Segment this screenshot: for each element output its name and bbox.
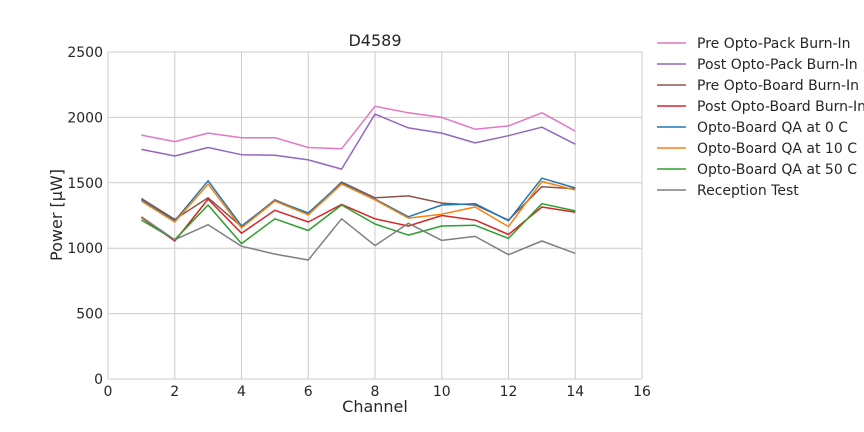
x-tick-label: 14 xyxy=(566,384,584,400)
y-tick-label: 500 xyxy=(76,307,103,323)
series-line xyxy=(141,180,576,229)
y-axis-label: Power [μW] xyxy=(47,169,66,261)
legend-entry: Post Opto-Board Burn-In xyxy=(697,99,864,115)
series-line xyxy=(141,105,576,150)
x-tick-label: 6 xyxy=(304,384,313,400)
series-line xyxy=(141,202,576,245)
legend-entry: Opto-Board QA at 0 C xyxy=(697,120,848,136)
x-tick-label: 4 xyxy=(237,384,246,400)
chart-title: D4589 xyxy=(348,31,401,50)
legend-entry: Opto-Board QA at 10 C xyxy=(697,141,857,157)
x-tick-label: 16 xyxy=(633,384,651,400)
legend-entry: Pre Opto-Board Burn-In xyxy=(697,78,859,94)
series-lines xyxy=(140,105,576,261)
y-tick-label: 1000 xyxy=(67,241,103,257)
x-tick-label: 0 xyxy=(104,384,113,400)
x-axis-label: Channel xyxy=(342,397,408,416)
x-tick-label: 12 xyxy=(500,384,518,400)
series-line xyxy=(140,216,576,261)
series-line xyxy=(141,113,576,170)
legend-entry: Reception Test xyxy=(697,183,799,199)
y-tick-label: 1500 xyxy=(67,176,103,192)
legend: Pre Opto-Pack Burn-In Post Opto-Pack Burn… xyxy=(657,36,864,199)
tick-labels: 0 2 4 6 8 10 12 14 16 0 500 1000 1500 2000 2500 xyxy=(67,45,651,400)
y-tick-label: 2500 xyxy=(67,45,103,61)
series-line xyxy=(141,177,576,227)
series-line xyxy=(140,198,576,242)
y-tick-label: 2000 xyxy=(67,110,103,126)
x-tick-label: 8 xyxy=(371,384,380,400)
y-tick-label: 0 xyxy=(94,372,103,388)
legend-entry: Pre Opto-Pack Burn-In xyxy=(697,36,851,52)
legend-entry: Post Opto-Pack Burn-In xyxy=(697,57,858,73)
legend-entry: Opto-Board QA at 50 C xyxy=(697,162,857,178)
x-tick-label: 2 xyxy=(170,384,179,400)
grid xyxy=(107,51,643,380)
x-tick-label: 10 xyxy=(433,384,451,400)
series-line xyxy=(141,181,576,228)
